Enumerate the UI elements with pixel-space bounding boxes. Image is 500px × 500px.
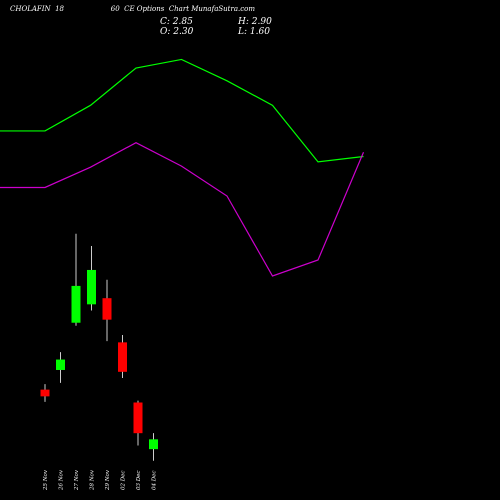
high-value: 2.90 (251, 17, 272, 27)
series-line-green (0, 58, 364, 163)
open-readout: O: 2.30 (160, 27, 193, 37)
candle-body (118, 342, 127, 372)
close-value: 2.85 (172, 17, 193, 27)
candle-body (87, 269, 96, 305)
open-label: O: (160, 27, 171, 37)
candle-body (133, 402, 143, 434)
candle (133, 400, 143, 446)
candle-body (56, 359, 65, 370)
candle (149, 433, 158, 461)
x-tick-label: 26 Nov (59, 469, 65, 491)
x-tick-label: 04 Dec (152, 471, 158, 491)
candle (71, 233, 81, 326)
series-line-magenta (0, 141, 365, 277)
open-value: 2.30 (173, 27, 194, 37)
candle (56, 352, 65, 383)
close-readout: C: 2.85 (160, 17, 193, 27)
low-value: 1.60 (249, 27, 270, 37)
chart-title: CHOLAFIN 18 60 CE Options Chart MunafaSu… (10, 5, 255, 13)
high-readout: H: 2.90 (238, 17, 272, 27)
x-tick-label: 29 Nov (105, 469, 111, 491)
candle (87, 246, 96, 311)
candle (102, 279, 112, 342)
candle-body (102, 298, 112, 320)
x-tick-label: 02 Dec (121, 471, 127, 491)
candle-body (40, 389, 50, 397)
high-label: H: (238, 17, 249, 27)
x-tick-label: 28 Nov (90, 469, 96, 491)
close-label: C: (160, 17, 170, 27)
candle (40, 384, 50, 402)
x-tick-label: 03 Dec (136, 471, 142, 491)
x-tick-label: 25 Nov (43, 469, 49, 491)
x-tick-label: 27 Nov (74, 469, 80, 491)
candle-body (71, 285, 81, 323)
low-label: L: (238, 27, 248, 37)
candle (118, 335, 127, 378)
low-readout: L: 1.60 (238, 27, 270, 37)
candle-body (149, 439, 158, 450)
